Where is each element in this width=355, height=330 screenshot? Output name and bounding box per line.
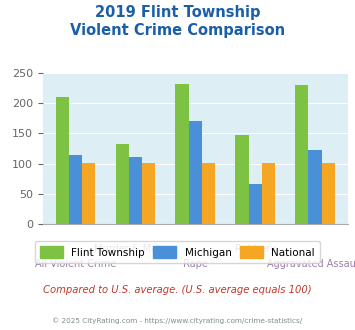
Bar [82,163,95,224]
Text: All Violent Crime: All Violent Crime [35,259,116,269]
Bar [69,154,82,224]
Bar [202,163,215,224]
Text: 2019 Flint Township: 2019 Flint Township [95,5,260,20]
Bar [142,163,155,224]
Bar [235,135,248,224]
Bar [189,120,202,224]
Bar [56,97,69,224]
Bar [322,163,335,224]
Text: © 2025 CityRating.com - https://www.cityrating.com/crime-statistics/: © 2025 CityRating.com - https://www.city… [53,317,302,324]
Bar [262,163,275,224]
Bar [248,184,262,224]
Bar [129,157,142,224]
Bar [175,83,189,224]
Text: Violent Crime Comparison: Violent Crime Comparison [70,23,285,38]
Text: Murder & Mans...: Murder & Mans... [94,244,177,254]
Text: Compared to U.S. average. (U.S. average equals 100): Compared to U.S. average. (U.S. average … [43,285,312,295]
Text: Rape: Rape [183,259,208,269]
Bar [308,150,322,224]
Bar [295,85,308,224]
Legend: Flint Township, Michigan, National: Flint Township, Michigan, National [35,241,320,263]
Text: Aggravated Assault: Aggravated Assault [267,259,355,269]
Bar [116,144,129,224]
Text: Robbery: Robbery [235,244,275,254]
